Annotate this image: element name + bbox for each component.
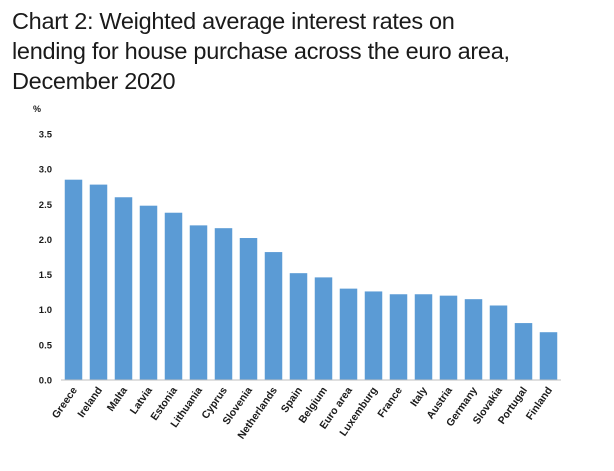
- bar: [314, 277, 333, 380]
- y-tick-label: 1.5: [39, 270, 53, 281]
- y-axis-ticks: 0.0 0.5 1.0 1.5 2.0 2.5 3.0 3.5: [39, 130, 53, 387]
- x-tick-label: France: [375, 385, 405, 420]
- bar: [464, 299, 483, 380]
- bar: [489, 305, 508, 380]
- y-tick-label: 1.0: [39, 305, 52, 316]
- bar: [264, 252, 283, 380]
- chart-title-line-1: Chart 2: Weighted average interest rates…: [12, 8, 455, 34]
- bar: [89, 184, 108, 380]
- y-tick-label: 2.5: [39, 200, 53, 211]
- chart-title-line-3: December 2020: [12, 68, 176, 94]
- bar: [189, 225, 208, 380]
- bar: [164, 212, 183, 380]
- x-tick-label: Greece: [50, 385, 80, 421]
- bar: [389, 294, 408, 380]
- bar: [139, 205, 158, 380]
- chart-title: Chart 2: Weighted average interest rates…: [12, 6, 612, 96]
- bar: [289, 273, 308, 380]
- y-axis-unit-label: %: [33, 104, 41, 114]
- y-tick-label: 3.5: [39, 130, 53, 141]
- y-tick-label: 3.0: [39, 165, 52, 176]
- bars: [64, 179, 558, 380]
- bar: [414, 294, 433, 380]
- x-tick-label: Malta: [105, 385, 130, 414]
- y-tick-label: 0.5: [39, 340, 53, 351]
- bar: [539, 332, 558, 380]
- bar: [114, 197, 133, 380]
- bar: [339, 288, 358, 380]
- bar: [514, 323, 533, 380]
- bar: [64, 179, 83, 380]
- bar: [439, 295, 458, 380]
- y-tick-label: 0.0: [39, 376, 52, 387]
- chart-title-line-2: lending for house purchase across the eu…: [12, 38, 510, 64]
- bar: [214, 228, 233, 380]
- bar: [239, 238, 258, 380]
- y-tick-label: 2.0: [39, 235, 52, 246]
- x-tick-label: Italy: [408, 385, 430, 409]
- bar: [364, 291, 383, 380]
- x-tick-label: Finland: [524, 385, 555, 422]
- x-tick-label: Ireland: [75, 385, 105, 420]
